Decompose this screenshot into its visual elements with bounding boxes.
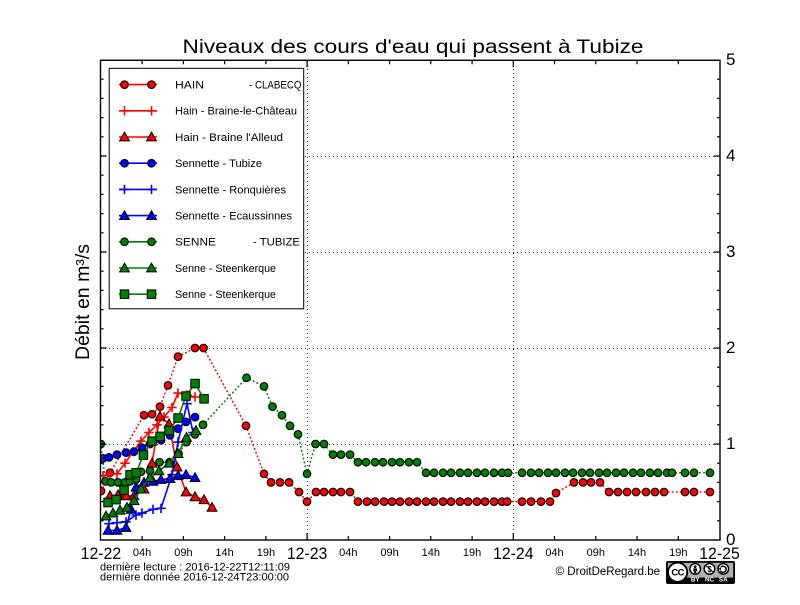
svg-text:SA: SA [719, 577, 728, 584]
svg-text:0: 0 [726, 530, 735, 549]
svg-text:12-25: 12-25 [699, 544, 740, 563]
svg-text:4: 4 [726, 146, 735, 165]
svg-text:Hain - Braine-le-Château: Hain - Braine-le-Château [175, 106, 297, 118]
svg-text:SENNE: SENNE [175, 237, 216, 249]
svg-text:1: 1 [726, 434, 735, 453]
svg-text:BY: BY [691, 577, 701, 584]
svg-text:dernière lecture : 2016-12-22T: dernière lecture : 2016-12-22T12:11:09 [100, 562, 290, 574]
svg-text:19h: 19h [257, 547, 275, 559]
svg-text:12-22: 12-22 [81, 544, 122, 563]
svg-text:19h: 19h [463, 547, 481, 559]
svg-text:Débit en m³/s: Débit en m³/s [73, 244, 94, 360]
svg-text:dernière donnée 2016-12-24T23: dernière donnée 2016-12-24T23:00:00 [100, 572, 289, 584]
svg-text:Senne - Steenkerque: Senne - Steenkerque [175, 289, 276, 301]
svg-text:- CLABECQ: - CLABECQ [249, 80, 302, 92]
svg-text:Hain - Braine l'Alleud: Hain - Braine l'Alleud [175, 132, 283, 144]
svg-text:14h: 14h [422, 547, 440, 559]
svg-text:5: 5 [726, 50, 735, 69]
svg-text:14h: 14h [215, 547, 233, 559]
svg-text:Sennette - Ecaussinnes: Sennette - Ecaussinnes [175, 211, 292, 223]
svg-text:09h: 09h [380, 547, 398, 559]
svg-text:14h: 14h [628, 547, 646, 559]
svg-text:Sennette - Tubize: Sennette - Tubize [175, 158, 262, 170]
svg-text:09h: 09h [587, 547, 605, 559]
svg-text:HAIN: HAIN [175, 80, 204, 92]
svg-text:3: 3 [726, 242, 735, 261]
svg-text:2: 2 [726, 338, 735, 357]
svg-text:© DroitDeRegard.be: © DroitDeRegard.be [556, 566, 660, 578]
svg-text:NC: NC [705, 577, 715, 584]
svg-text:12-23: 12-23 [287, 544, 328, 563]
svg-text:04h: 04h [133, 547, 151, 559]
svg-text:04h: 04h [545, 547, 563, 559]
svg-text:09h: 09h [174, 547, 192, 559]
svg-text:Niveaux des cours d'eau qui pa: Niveaux des cours d'eau qui passent à Tu… [183, 36, 644, 58]
svg-text:- TUBIZE: - TUBIZE [253, 237, 300, 249]
svg-text:19h: 19h [669, 547, 687, 559]
svg-text:CC: CC [671, 568, 684, 579]
svg-text:Sennette - Ronquières: Sennette - Ronquières [175, 184, 286, 196]
svg-text:04h: 04h [339, 547, 357, 559]
svg-text:Senne - Steenkerque: Senne - Steenkerque [175, 263, 276, 275]
svg-text:12-24: 12-24 [493, 544, 534, 563]
